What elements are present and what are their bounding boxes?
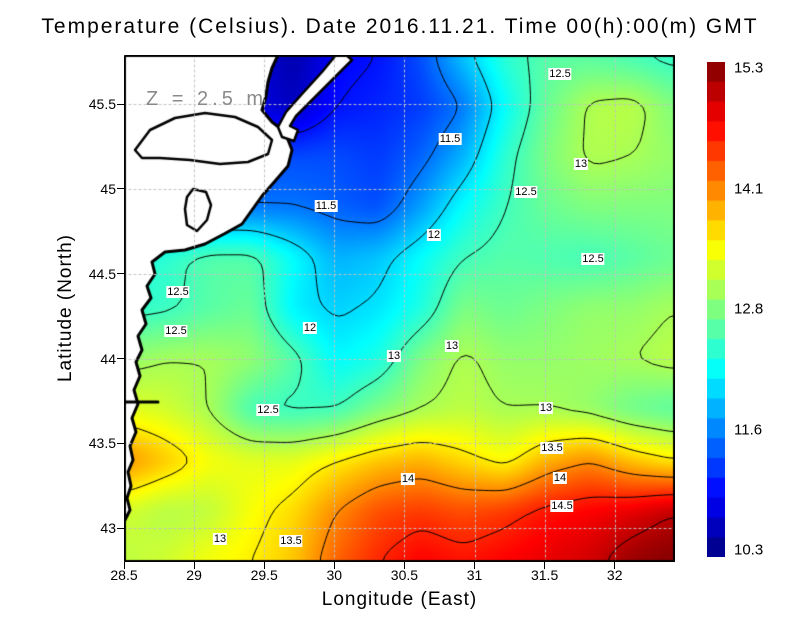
y-tick-mark <box>117 527 124 529</box>
contour-label: 13 <box>538 402 554 414</box>
contour-label: 12 <box>302 322 318 334</box>
y-tick-label: 45.5 <box>88 96 116 113</box>
colorbar <box>707 62 725 557</box>
contour-label: 13 <box>386 350 402 362</box>
x-tick-label: 29.5 <box>250 567 278 583</box>
x-tick-label: 28.5 <box>110 567 138 583</box>
x-tick-mark <box>193 562 195 569</box>
y-tick-mark <box>117 442 124 444</box>
x-tick-mark <box>403 562 405 569</box>
colorbar-tick-label: 10.3 <box>734 541 764 559</box>
y-tick-mark <box>117 103 124 105</box>
y-tick-label: 44 <box>100 350 116 367</box>
contour-label: 12.5 <box>256 404 280 416</box>
y-tick-label: 44.5 <box>88 265 116 282</box>
x-tick-label: 30 <box>326 567 343 583</box>
contour-label: 14 <box>552 472 568 484</box>
y-tick-label: 43.5 <box>88 435 116 452</box>
x-tick-mark <box>263 562 265 569</box>
contour-label: 12.5 <box>548 68 572 80</box>
x-tick-mark <box>333 562 335 569</box>
colorbar-tick-label: 11.6 <box>734 421 763 438</box>
contour-label: 12.5 <box>164 325 188 337</box>
x-tick-label: 32 <box>606 567 623 583</box>
contour-label: 12.5 <box>166 286 190 298</box>
colorbar-tick-label: 14.1 <box>734 180 764 197</box>
temperature-map-canvas <box>124 55 675 562</box>
contour-label: 13.5 <box>279 535 303 547</box>
contour-label: 14.5 <box>550 500 574 512</box>
contour-label: 11.5 <box>314 200 338 212</box>
contour-label: 13.5 <box>540 442 564 454</box>
colorbar-tick-label: 12.8 <box>734 300 764 318</box>
contour-label: 14 <box>400 473 416 485</box>
contour-label: 13 <box>212 533 228 545</box>
y-tick-mark <box>117 188 124 190</box>
y-tick-mark <box>117 273 124 275</box>
x-tick-mark <box>544 562 546 569</box>
contour-label: 12.5 <box>514 186 538 198</box>
contour-label: 12 <box>426 229 442 241</box>
contour-label: 13 <box>573 158 589 170</box>
contour-label: 13 <box>444 340 460 352</box>
x-tick-label: 29 <box>186 567 202 583</box>
x-tick-mark <box>474 562 475 569</box>
x-tick-label: 31.5 <box>530 567 559 583</box>
contour-label: 11.5 <box>438 133 462 145</box>
x-tick-mark <box>123 562 125 569</box>
x-tick-mark <box>614 562 616 569</box>
depth-annotation: Z = 2.5 m <box>146 88 268 110</box>
y-tick-label: 45 <box>100 180 116 197</box>
x-tick-label: 30.5 <box>390 567 419 583</box>
y-tick-mark <box>117 358 124 360</box>
contour-label: 12.5 <box>581 253 605 265</box>
colorbar-tick-label: 15.3 <box>734 59 764 77</box>
plot-title: Temperature (Celsius). Date 2016.11.21. … <box>41 15 759 38</box>
y-tick-label: 43 <box>100 520 116 537</box>
x-tick-label: 31 <box>466 567 483 583</box>
x-axis-label: Longitude (East) <box>321 589 478 610</box>
